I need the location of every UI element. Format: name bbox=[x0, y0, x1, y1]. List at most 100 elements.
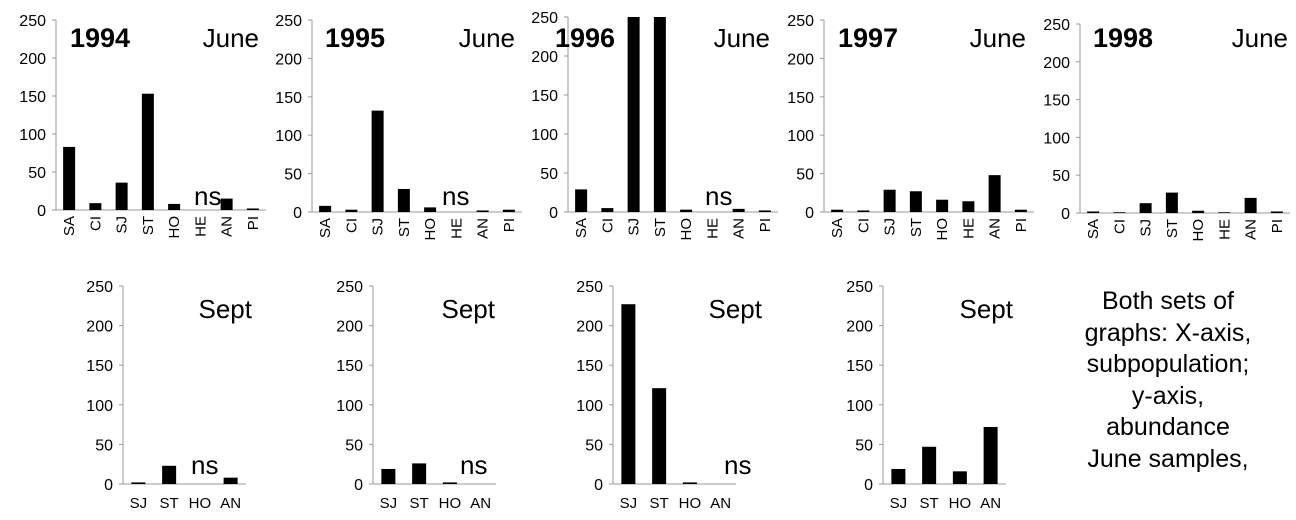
y-tick-label: 100 bbox=[531, 127, 558, 144]
x-tick-label: AN bbox=[1243, 219, 1260, 240]
bar bbox=[223, 477, 238, 484]
bar bbox=[936, 199, 949, 212]
y-tick-label: 200 bbox=[787, 51, 814, 68]
bar bbox=[653, 17, 666, 212]
x-tick-label: SA bbox=[573, 218, 590, 238]
x-tick-label: ST bbox=[908, 218, 925, 237]
bar bbox=[1270, 211, 1283, 213]
x-tick-label: ST bbox=[920, 495, 939, 512]
ns-annotation: ns bbox=[460, 450, 487, 480]
bar-chart-panel: 0 50 100 150 200 250 SA CI SJ ST HO HE AN PI 1995 June n… bbox=[275, 13, 522, 241]
x-tick-label: SJ bbox=[370, 218, 387, 236]
caption-note: Both sets of graphs: X-axis, subpopulati… bbox=[1040, 286, 1296, 475]
x-tick-label: HO bbox=[1190, 219, 1207, 242]
caption-line-3: subpopulation; bbox=[1086, 350, 1250, 378]
bar bbox=[988, 175, 1001, 212]
bar bbox=[371, 110, 384, 212]
bar bbox=[115, 182, 128, 210]
y-tick-label: 250 bbox=[275, 13, 302, 30]
y-tick-label: 250 bbox=[846, 279, 873, 296]
x-tick-label: SJ bbox=[130, 495, 148, 512]
y-tick-label: 250 bbox=[86, 279, 113, 296]
x-tick-label: AN bbox=[710, 495, 731, 512]
ns-annotation: ns bbox=[724, 450, 751, 480]
caption-line-4: y-axis, bbox=[1131, 381, 1205, 410]
caption-line-6: June samples, bbox=[1087, 444, 1249, 473]
y-tick-label: 200 bbox=[1043, 55, 1070, 72]
bar bbox=[680, 209, 693, 212]
bar bbox=[1165, 192, 1178, 213]
x-tick-label: CI bbox=[855, 218, 872, 233]
season-label: June bbox=[714, 23, 770, 53]
bar bbox=[162, 465, 177, 484]
y-tick-label: 0 bbox=[293, 205, 302, 222]
bar bbox=[502, 209, 515, 212]
bar bbox=[601, 208, 614, 212]
bar bbox=[345, 209, 358, 212]
ns-annotation: ns bbox=[191, 450, 218, 480]
year-label: 1995 bbox=[325, 23, 385, 53]
x-tick-label: SA bbox=[61, 216, 78, 236]
year-label: 1998 bbox=[1093, 23, 1153, 53]
bar-chart-panel: 0 50 100 150 200 250 SJ ST HO AN Sept ns bbox=[86, 279, 252, 512]
season-label: Sept bbox=[442, 294, 496, 324]
bar bbox=[621, 304, 636, 484]
bar bbox=[909, 191, 922, 212]
bar bbox=[424, 207, 437, 212]
bar bbox=[1218, 212, 1231, 213]
y-tick-label: 0 bbox=[354, 477, 363, 494]
x-tick-label: SJ bbox=[626, 218, 643, 236]
y-tick-label: 50 bbox=[1052, 168, 1070, 185]
bar bbox=[1087, 211, 1100, 213]
season-label: Sept bbox=[199, 294, 253, 324]
x-tick-label: SJ bbox=[890, 495, 908, 512]
y-tick-label: 150 bbox=[531, 88, 558, 105]
x-tick-label: SJ bbox=[882, 218, 899, 236]
y-tick-label: 100 bbox=[86, 398, 113, 415]
y-tick-label: 200 bbox=[531, 49, 558, 66]
x-tick-label: HO bbox=[934, 218, 951, 241]
y-tick-label: 50 bbox=[284, 167, 302, 184]
y-tick-label: 100 bbox=[336, 398, 363, 415]
y-tick-label: 0 bbox=[549, 205, 558, 222]
y-tick-label: 0 bbox=[37, 203, 46, 220]
season-label: Sept bbox=[709, 294, 763, 324]
bar bbox=[891, 468, 906, 484]
x-tick-label: HE bbox=[448, 218, 465, 239]
bar bbox=[952, 471, 967, 484]
x-tick-label: ST bbox=[396, 218, 413, 237]
bar bbox=[141, 93, 154, 210]
y-tick-label: 200 bbox=[336, 319, 363, 336]
y-tick-label: 150 bbox=[19, 89, 46, 106]
x-tick-label: HO bbox=[679, 495, 702, 512]
bar bbox=[397, 188, 410, 212]
x-tick-label: AN bbox=[470, 495, 491, 512]
x-tick-label: AN bbox=[219, 216, 236, 237]
x-tick-label: ST bbox=[160, 495, 179, 512]
season-label: Sept bbox=[960, 294, 1014, 324]
x-tick-label: AN bbox=[980, 495, 1001, 512]
ns-annotation: ns bbox=[705, 181, 732, 211]
x-tick-label: PI bbox=[1269, 219, 1286, 233]
x-tick-label: HO bbox=[439, 495, 462, 512]
x-tick-label: CI bbox=[599, 218, 616, 233]
x-tick-label: SA bbox=[317, 218, 334, 238]
x-tick-label: PI bbox=[757, 218, 774, 232]
x-tick-label: ST bbox=[140, 216, 157, 235]
bar-chart-panel: 0 50 100 150 200 250 SA CI SJ ST HO HE AN PI 1994 June n… bbox=[19, 13, 266, 239]
bar bbox=[1139, 203, 1152, 213]
y-tick-label: 200 bbox=[275, 51, 302, 68]
y-tick-label: 150 bbox=[1043, 93, 1070, 110]
y-tick-label: 0 bbox=[104, 477, 113, 494]
x-tick-label: HE bbox=[704, 218, 721, 239]
x-tick-label: PI bbox=[501, 218, 518, 232]
x-tick-label: HE bbox=[192, 216, 209, 237]
caption-line-2: graphs: X-axis, bbox=[1084, 318, 1252, 347]
bar bbox=[381, 468, 396, 484]
x-tick-label: SJ bbox=[620, 495, 638, 512]
y-tick-label: 200 bbox=[86, 319, 113, 336]
season-label: June bbox=[459, 23, 515, 53]
bar bbox=[89, 203, 102, 210]
y-tick-label: 50 bbox=[855, 437, 873, 454]
ns-annotation: ns bbox=[442, 181, 469, 211]
